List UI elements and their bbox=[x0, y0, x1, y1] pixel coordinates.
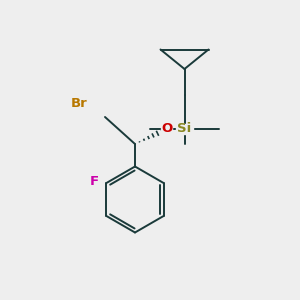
Bar bbox=[70, 98, 89, 109]
Text: O: O bbox=[161, 122, 172, 136]
Bar bbox=[161, 124, 172, 134]
Bar bbox=[88, 178, 104, 188]
Bar bbox=[176, 124, 193, 134]
Text: Br: Br bbox=[71, 97, 88, 110]
Text: Si: Si bbox=[177, 122, 192, 136]
Text: F: F bbox=[89, 175, 98, 188]
